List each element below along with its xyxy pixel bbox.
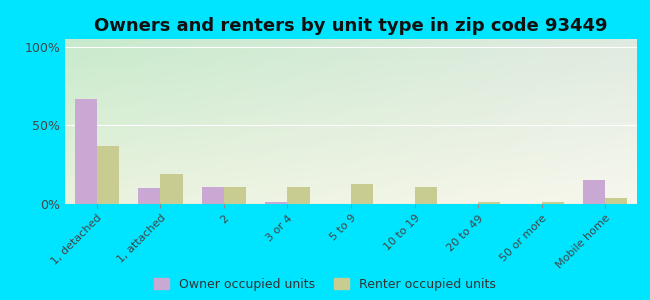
Bar [583,180,605,204]
Bar [287,187,309,204]
Bar [265,202,287,204]
Legend: Owner occupied units, Renter occupied units: Owner occupied units, Renter occupied un… [154,278,496,291]
Bar [97,146,119,204]
Bar [541,202,564,204]
Bar [161,174,183,204]
Title: Owners and renters by unit type in zip code 93449: Owners and renters by unit type in zip c… [94,17,608,35]
Bar [351,184,373,204]
Bar [138,188,161,204]
Bar [415,187,437,204]
Bar [605,198,627,204]
Bar [75,99,97,204]
Bar [224,187,246,204]
Bar [478,202,500,204]
Bar [202,187,224,204]
